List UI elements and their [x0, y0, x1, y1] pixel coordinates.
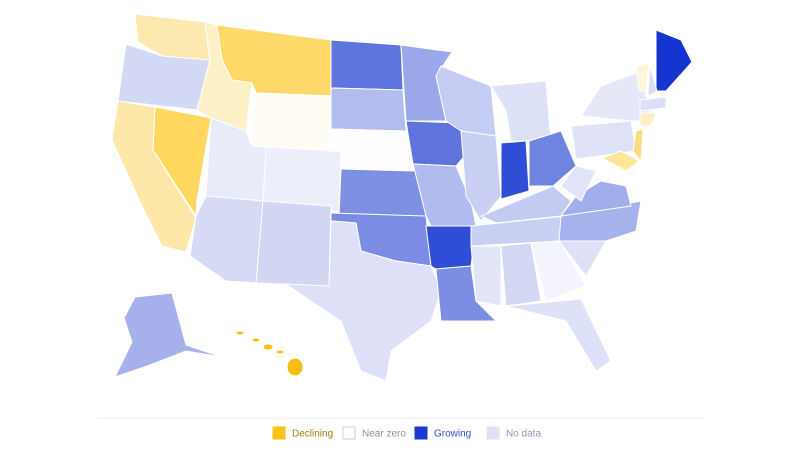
legend-label: Growing — [434, 429, 471, 440]
state — [189, 195, 264, 284]
state — [286, 357, 304, 377]
legend-label: Near zero — [362, 429, 406, 440]
state — [328, 128, 417, 172]
legend-label: No data — [506, 429, 541, 440]
state — [425, 225, 477, 270]
states — [111, 13, 693, 382]
state — [251, 337, 261, 343]
state — [647, 65, 658, 97]
state — [500, 140, 530, 200]
state — [285, 220, 442, 382]
state — [560, 165, 597, 202]
state — [255, 200, 332, 287]
state — [490, 80, 552, 142]
legend: Declining Near zero Growing No data — [272, 426, 541, 440]
legend-swatch — [414, 426, 428, 440]
state — [530, 240, 587, 302]
state — [500, 242, 542, 307]
state — [601, 150, 640, 172]
state — [505, 298, 612, 372]
state — [114, 292, 223, 378]
state — [570, 120, 637, 160]
state — [655, 29, 693, 92]
state — [639, 112, 657, 127]
state — [275, 349, 285, 355]
state — [639, 96, 667, 112]
state — [262, 343, 274, 351]
state — [330, 39, 404, 91]
state — [560, 180, 632, 217]
state — [528, 130, 577, 187]
state — [580, 70, 652, 122]
state — [632, 128, 644, 162]
state — [470, 245, 502, 307]
state — [338, 168, 427, 217]
legend-swatch — [272, 426, 286, 440]
state — [330, 87, 407, 132]
state — [435, 265, 497, 322]
legend-swatch — [486, 426, 500, 440]
legend-label: Declining — [292, 429, 333, 440]
state — [235, 330, 245, 336]
state — [251, 92, 332, 152]
state — [152, 106, 212, 217]
state — [635, 62, 650, 92]
legend-swatch — [342, 426, 356, 440]
state — [460, 130, 502, 222]
